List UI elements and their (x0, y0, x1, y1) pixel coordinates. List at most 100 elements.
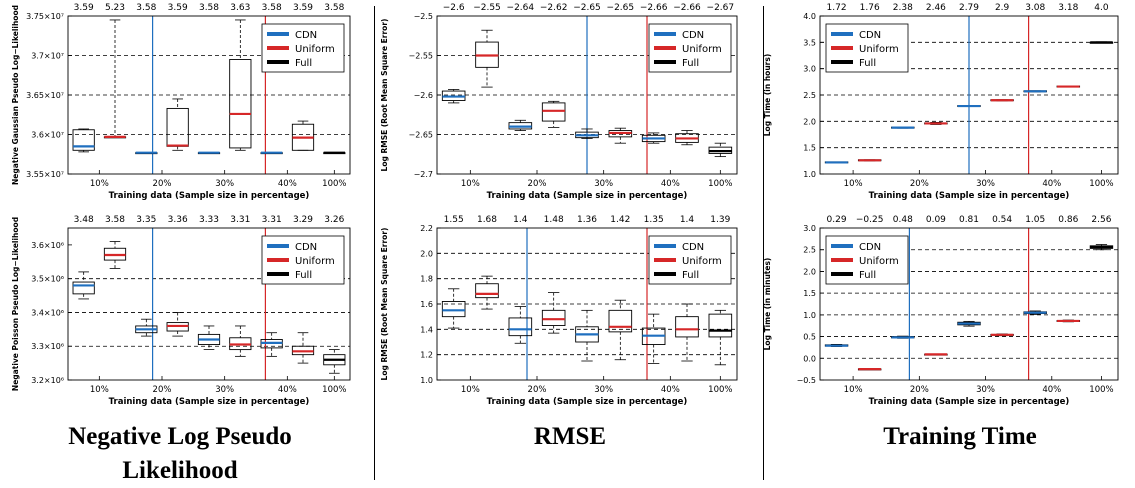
top-value-label: 3.58 (136, 3, 156, 13)
legend-label-full: Full (859, 270, 876, 281)
box-cdn-1 (72, 271, 95, 300)
y-tick-label: 3.0 (803, 65, 816, 74)
legend-label-cdn: CDN (295, 30, 317, 41)
y-tick-label: 0.0 (803, 354, 816, 363)
legend-label-uniform: Uniform (295, 44, 335, 55)
plot-frame (436, 227, 738, 381)
y-axis-label: Log Time (in hours) (763, 54, 772, 136)
x-axis-label: Training data (Sample size in percentage… (109, 191, 310, 201)
legend-label-uniform: Uniform (859, 44, 899, 55)
x-tick-label: 40% (1042, 179, 1061, 189)
top-value-label: 1.36 (577, 215, 597, 225)
top-value-label: 1.05 (1025, 215, 1045, 225)
y-tick-label: −2.6 (414, 91, 433, 100)
box-cdn-1 (72, 128, 95, 153)
top-value-label: 3.48 (74, 215, 94, 225)
y-tick-label: −2.65 (408, 131, 433, 140)
x-tick-label: 100% (708, 385, 732, 395)
y-tick-label: 3.6×10⁷ (31, 131, 64, 140)
box-uniform-8 (675, 303, 699, 362)
y-tick-label: 3.5×10⁶ (31, 275, 64, 284)
legend: CDN Uniform Full (648, 23, 732, 73)
legend-label-cdn: CDN (859, 30, 881, 41)
y-tick-label: −2.5 (414, 12, 433, 21)
box-body (475, 283, 499, 299)
legend-label-full: Full (295, 58, 312, 69)
top-value-label: 1.4 (513, 215, 528, 225)
top-value-label: 3.33 (199, 215, 219, 225)
box-cdn-7 (260, 332, 283, 357)
y-tick-label: 3.75×10⁷ (26, 12, 64, 21)
chart-panel-1: 3.55×10⁷ 3.6×10⁷ 3.65×10⁷ 3.7×10⁷ 3.75×10⁷ 3.… (11, 3, 351, 201)
box-full-9 (708, 142, 733, 158)
box-cdn-5 (575, 309, 599, 362)
box-full-9 (323, 349, 346, 374)
plot-frame (819, 15, 1119, 175)
x-tick-label: 40% (661, 179, 680, 189)
box-cdn-7 (1023, 90, 1047, 93)
caption-training-time: Training Time (883, 423, 1037, 450)
box-uniform-6 (990, 333, 1014, 337)
top-value-label: 5.23 (105, 3, 125, 13)
box-cdn-3 (891, 126, 915, 129)
top-value-label: 3.63 (230, 3, 250, 13)
x-tick-label: 100% (1089, 385, 1113, 395)
top-value-label: 1.72 (827, 3, 847, 13)
x-tick-label: 100% (322, 385, 346, 395)
top-value-label: 3.58 (324, 3, 344, 13)
top-value-label: 3.59 (293, 3, 313, 13)
box-cdn-5 (575, 128, 599, 139)
box-body (441, 301, 466, 318)
box-uniform-6 (229, 325, 252, 357)
box-body (229, 59, 252, 149)
y-tick-label: 2.5 (803, 246, 816, 255)
top-value-label: −2.6 (443, 3, 465, 13)
legend-label-cdn: CDN (295, 242, 317, 253)
y-tick-label: 2.5 (803, 91, 816, 100)
x-tick-label: 40% (661, 385, 680, 395)
caption-negative-log-pseudo-likelihood: Negative Log Pseudo Likelihood (68, 423, 292, 484)
y-tick-label: −0.5 (797, 376, 816, 385)
box-cdn-1 (441, 89, 466, 104)
y-tick-label: 3.2×10⁶ (31, 376, 64, 385)
y-tick-label: 4.0 (803, 12, 816, 21)
caption-rmse: RMSE (533, 423, 607, 450)
box-uniform-6 (608, 127, 633, 144)
y-axis-label: Log Time (in minutes) (763, 258, 772, 351)
x-tick-label: 100% (322, 179, 346, 189)
box-body (72, 129, 95, 151)
top-value-label: −2.66 (673, 3, 701, 13)
legend-label-uniform: Uniform (859, 256, 899, 267)
top-value-label: 0.09 (926, 215, 946, 225)
legend: CDN Uniform Full (825, 235, 909, 285)
box-uniform-8 (1056, 319, 1081, 323)
box-cdn-1 (824, 161, 849, 164)
box-full-9 (1089, 41, 1114, 44)
top-value-label: 2.38 (893, 3, 913, 13)
legend-label-full: Full (682, 270, 699, 281)
top-value-label: −2.55 (473, 3, 501, 13)
top-value-label: 0.86 (1058, 215, 1078, 225)
legend-label-full: Full (859, 58, 876, 69)
x-tick-label: 100% (708, 179, 732, 189)
top-value-label: 3.08 (1025, 3, 1045, 13)
y-tick-label: 3.65×10⁷ (26, 91, 64, 100)
box-body (675, 316, 699, 338)
x-axis-label: Training data (Sample size in percentage… (109, 397, 310, 407)
legend-label-full: Full (682, 58, 699, 69)
top-value-label: 2.79 (959, 3, 979, 13)
y-tick-label: 3.5 (803, 38, 816, 47)
legend: CDN Uniform Full (825, 23, 909, 73)
box-full-9 (323, 151, 346, 155)
top-value-label: 3.36 (168, 215, 188, 225)
column-divider-right (763, 6, 764, 480)
x-tick-label: 20% (910, 385, 929, 395)
legend-label-uniform: Uniform (682, 256, 722, 267)
top-value-label: 3.31 (262, 215, 282, 225)
box-uniform-4 (541, 292, 566, 334)
top-value-label: 1.48 (544, 215, 564, 225)
legend: CDN Uniform Full (261, 235, 345, 285)
box-uniform-4 (924, 121, 948, 125)
y-axis-label: Log RMSE (Root Mean Square Error) (380, 19, 389, 172)
